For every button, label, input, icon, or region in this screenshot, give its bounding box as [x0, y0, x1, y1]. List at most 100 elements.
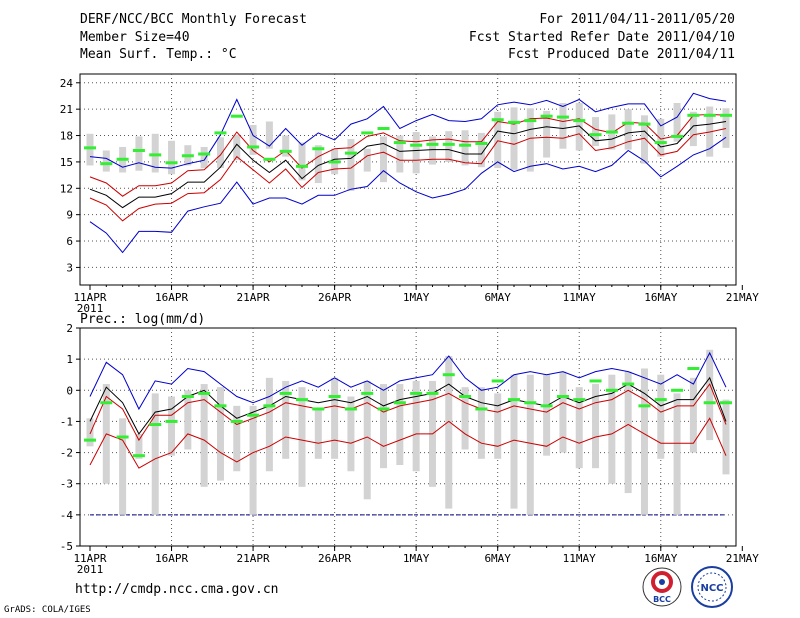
spread-bar: [592, 384, 600, 469]
median-marker: [687, 113, 700, 117]
x-tick-label: 26APR: [318, 291, 351, 304]
median-marker: [638, 122, 651, 126]
median-marker: [181, 154, 194, 158]
median-marker: [116, 157, 129, 161]
spread-bar: [494, 111, 502, 169]
median-marker: [605, 130, 618, 134]
median-marker: [165, 161, 178, 165]
median-marker: [605, 388, 618, 392]
median-marker: [344, 151, 357, 155]
x-tick-label: 21APR: [237, 291, 270, 304]
median-marker: [638, 404, 651, 408]
median-marker: [589, 379, 602, 383]
median-marker: [230, 114, 243, 118]
spread-bar: [200, 146, 208, 169]
x-tick-label: 11MAY: [563, 291, 596, 304]
spread-bar: [282, 380, 290, 459]
spread-bar: [135, 136, 143, 171]
x-tick-label: 11APR: [73, 552, 106, 565]
median-marker: [671, 134, 684, 138]
median-marker: [442, 373, 455, 377]
median-marker: [132, 148, 145, 152]
median-marker: [296, 164, 308, 168]
spread-bar: [396, 135, 404, 173]
y-tick-label: 12: [60, 182, 73, 195]
spread-bar: [314, 408, 322, 459]
spread-bar: [445, 131, 453, 162]
median-marker: [279, 149, 292, 153]
spread-bar: [86, 133, 94, 166]
x-year-label: 2011: [77, 302, 104, 315]
median-marker: [410, 143, 423, 147]
median-marker: [377, 407, 390, 411]
spread-bar: [298, 387, 306, 487]
lower-quartile-line: [89, 128, 727, 222]
spread-bar: [249, 124, 257, 155]
median-marker: [524, 119, 537, 123]
median-marker: [132, 454, 145, 458]
median-marker: [344, 407, 357, 411]
x-year-label: 2011: [77, 563, 104, 576]
y-tick-label: 21: [60, 103, 73, 116]
median-marker: [296, 398, 308, 402]
x-tick-label: 1MAY: [403, 552, 430, 565]
spread-bar: [363, 380, 371, 500]
spread-bar: [624, 371, 632, 494]
median-marker: [524, 401, 537, 405]
median-marker: [312, 147, 325, 151]
spread-bar: [265, 377, 273, 472]
spread-bar: [298, 142, 306, 181]
spread-bar: [592, 117, 600, 147]
spread-bar: [168, 396, 176, 456]
spread-bar: [396, 384, 404, 466]
spread-bar: [559, 103, 567, 149]
y-tick-label: -2: [60, 447, 73, 460]
median-marker: [377, 127, 390, 131]
spread-bar: [640, 115, 648, 164]
source-url[interactable]: http://cmdp.ncc.cma.gov.cn: [75, 582, 279, 597]
y-tick-label: -3: [60, 478, 73, 491]
spread-bar: [168, 140, 176, 175]
y-tick-label: 18: [60, 130, 73, 143]
spread-bar: [477, 132, 485, 168]
figure-title: DERF/NCC/BCC Monthly Forecast: [80, 12, 307, 27]
median-marker: [361, 391, 374, 395]
x-tick-label: 21MAY: [726, 291, 759, 304]
forecast-start-date: Fcst Started Refer Date 2011/04/10: [468, 30, 735, 45]
spread-bar: [526, 108, 534, 172]
y-tick-label: 15: [60, 156, 73, 169]
x-tick-label: 16MAY: [644, 291, 677, 304]
median-marker: [459, 395, 472, 399]
spread-bar: [543, 110, 551, 158]
median-marker: [198, 391, 211, 395]
plot-frame: [79, 327, 737, 547]
precipitation-panel: -5 -4 -3 -2 -1 0 1 2 11APR 16APR 21APR 26APR 1MAY 6MA…: [60, 322, 759, 576]
spread-bar: [412, 380, 420, 472]
y-tick-label: -1: [60, 415, 73, 428]
median-marker: [720, 113, 732, 117]
median-marker: [116, 435, 129, 439]
x-tick-label: 21APR: [237, 552, 270, 565]
spread-bar: [363, 148, 371, 172]
bcc-logo-label: BCC: [653, 595, 671, 604]
spread-bar: [86, 418, 94, 447]
median-marker: [491, 379, 504, 383]
y-tick-label: 0: [66, 384, 73, 397]
x-tick-label: 6MAY: [484, 291, 511, 304]
spread-bar: [559, 371, 567, 453]
spread-bar: [347, 396, 355, 472]
bcc-logo: BCC: [642, 567, 682, 607]
median-marker: [442, 142, 455, 146]
spread-bar: [526, 374, 534, 515]
x-tick-label: 21MAY: [726, 552, 759, 565]
y-tick-label: -5: [60, 540, 73, 553]
median-marker: [426, 391, 439, 395]
variable-label: Mean Surf. Temp.: °C: [80, 47, 237, 62]
median-marker: [165, 419, 178, 423]
spread-bar: [216, 137, 224, 169]
median-marker: [328, 395, 341, 399]
median-marker: [540, 404, 553, 408]
median-marker: [573, 119, 586, 123]
spread-bar: [706, 349, 714, 441]
